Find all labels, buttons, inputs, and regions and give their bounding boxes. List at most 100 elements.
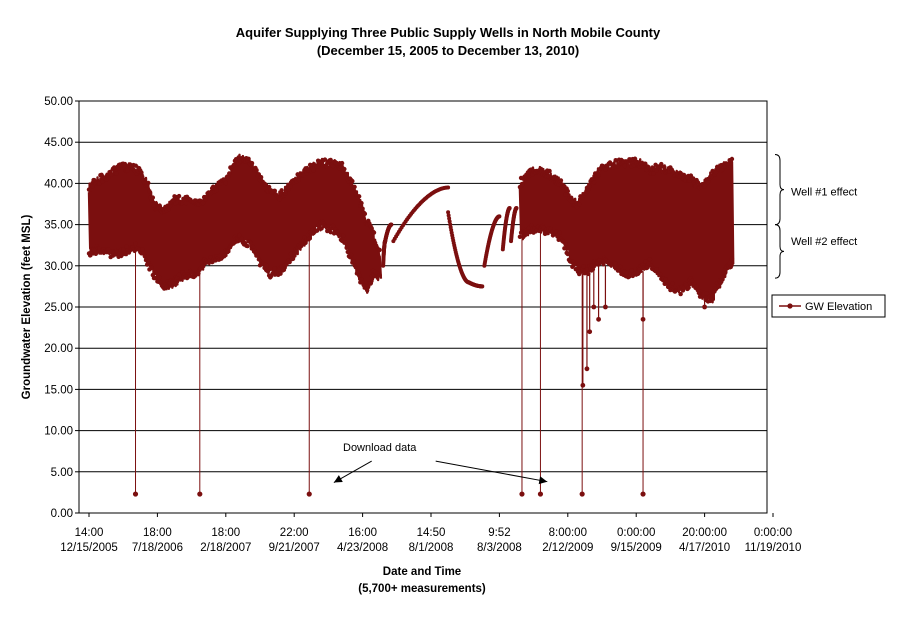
x-tick-date: 7/18/2006 [132, 542, 183, 554]
data-point [97, 246, 102, 251]
y-tick-label: 40.00 [44, 178, 73, 190]
y-tick-label: 45.00 [44, 137, 73, 149]
data-point [705, 179, 711, 185]
brace-well-1 [774, 154, 785, 226]
data-point [288, 184, 293, 189]
x-tick-time: 0:00:00 [754, 527, 792, 539]
data-point [152, 275, 158, 281]
dip-point [596, 316, 601, 322]
data-point [554, 229, 559, 234]
data-point [245, 243, 250, 249]
chart-title: Aquifer Supplying Three Public Supply We… [236, 25, 661, 40]
data-point [728, 264, 734, 269]
data-point [364, 287, 370, 293]
y-tick-label: 30.00 [44, 261, 73, 273]
data-point [124, 244, 129, 249]
data-point [265, 269, 271, 274]
x-tick-date: 11/19/2010 [745, 542, 802, 554]
data-point [337, 233, 342, 238]
data-point [116, 254, 121, 260]
x-tick-time: 18:00 [143, 527, 172, 539]
series-arc [483, 215, 500, 266]
data-point [577, 202, 582, 207]
data-point [157, 203, 162, 208]
data-point [255, 252, 260, 258]
data-point [529, 223, 534, 228]
data-point [319, 226, 324, 231]
x-tick-date: 4/17/2010 [679, 542, 730, 554]
data-point [590, 267, 596, 272]
x-tick-date: 12/15/2005 [60, 542, 118, 554]
data-point [678, 291, 683, 297]
data-point [661, 164, 666, 170]
series-arc [468, 281, 483, 288]
data-point [132, 168, 137, 173]
data-point [563, 242, 568, 247]
x-tick-time: 18:00 [211, 527, 240, 539]
series-band [518, 157, 735, 304]
data-point [527, 229, 533, 235]
data-point [517, 234, 523, 239]
data-point [90, 184, 95, 189]
data-point [196, 202, 201, 207]
data-point [133, 241, 138, 246]
data-point [645, 265, 650, 270]
series-arc [392, 186, 449, 242]
arrow-left-head [333, 475, 343, 483]
data-point [377, 272, 382, 278]
x-tick-date: 2/12/2009 [542, 542, 593, 554]
x-tick-time: 20:00:00 [682, 527, 727, 539]
legend-marker [787, 303, 793, 309]
data-point [142, 254, 148, 259]
data-point [711, 289, 716, 295]
series-gw-elevation [86, 153, 735, 497]
y-tick-label: 5.00 [51, 467, 73, 479]
y-tick-label: 20.00 [44, 343, 73, 355]
download-point [306, 491, 312, 497]
legend: GW Elevation [771, 294, 886, 318]
data-point [277, 197, 282, 202]
x-tick-time: 22:00 [280, 527, 309, 539]
data-point [362, 211, 368, 217]
data-point [520, 182, 525, 187]
y-tick-label: 35.00 [44, 220, 73, 232]
data-point [729, 156, 735, 162]
data-point [668, 287, 673, 293]
data-point [557, 230, 563, 235]
data-point [278, 271, 283, 276]
y-tick-label: 15.00 [44, 384, 73, 396]
data-point [125, 168, 130, 173]
data-point [654, 266, 659, 272]
data-point [713, 169, 719, 175]
data-point [657, 272, 663, 277]
data-point [664, 279, 670, 285]
data-point [349, 252, 354, 258]
data-point [695, 180, 700, 185]
data-point [176, 193, 182, 199]
data-point [106, 174, 111, 180]
data-point [263, 182, 268, 187]
data-point [92, 248, 97, 253]
data-point [183, 200, 189, 206]
data-point [99, 172, 104, 178]
data-point [116, 165, 121, 171]
data-point [100, 179, 105, 184]
data-point [351, 258, 356, 264]
y-tick-label: 0.00 [51, 508, 73, 520]
data-point [231, 240, 236, 245]
x-tick-date: 9/21/2007 [269, 542, 320, 554]
data-point [572, 262, 577, 267]
data-point [93, 251, 99, 257]
annotation-well-1: Well #1 effect [791, 187, 857, 199]
data-point [121, 247, 126, 252]
data-point [720, 274, 726, 280]
data-point [377, 247, 382, 253]
data-point [613, 261, 618, 266]
data-point [716, 283, 721, 289]
data-point [322, 157, 328, 162]
x-tick-date: 4/23/2008 [337, 542, 388, 554]
data-point [356, 273, 362, 278]
annotation-download-data: Download data [343, 442, 417, 454]
y-tick-label: 25.00 [44, 302, 73, 314]
data-point [356, 194, 362, 199]
